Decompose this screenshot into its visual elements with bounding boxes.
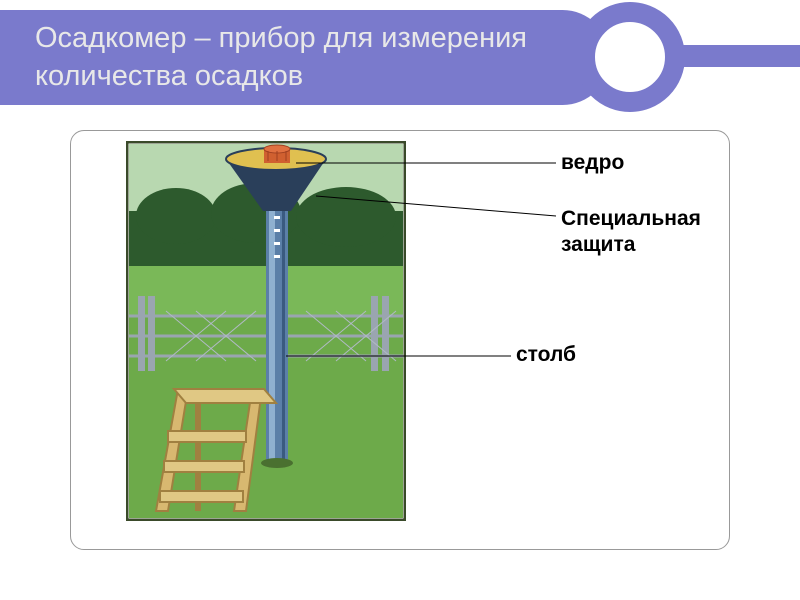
title-ring-icon xyxy=(575,2,685,112)
title-band-tail xyxy=(670,45,800,67)
leader-lines xyxy=(71,131,729,549)
page-title: Осадкомер – прибор для измерения количес… xyxy=(35,20,580,95)
label-pole: столб xyxy=(516,343,576,367)
title-band: Осадкомер – прибор для измерения количес… xyxy=(0,10,610,105)
label-bucket: ведро xyxy=(561,151,624,175)
label-shield: Специальная защита xyxy=(561,206,721,259)
content-card: ведро Специальная защита столб xyxy=(70,130,730,550)
